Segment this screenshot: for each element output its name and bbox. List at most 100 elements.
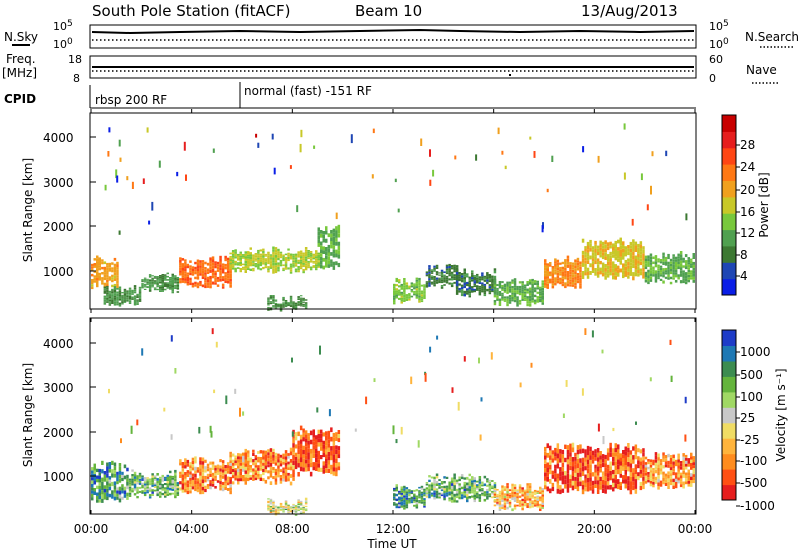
power-cell <box>556 265 560 268</box>
velocity-cell <box>664 476 668 480</box>
power-cell <box>224 266 227 270</box>
velocity-cell <box>455 488 459 492</box>
velocity-cell <box>254 467 258 471</box>
velocity-cell <box>677 456 680 460</box>
power-scatter-cell <box>454 155 457 160</box>
power-cell <box>657 277 660 280</box>
velocity-cell <box>221 472 225 476</box>
velocity-cell <box>111 490 114 495</box>
power-cell <box>549 278 552 281</box>
power-cell <box>146 285 149 287</box>
power-cell <box>113 272 117 276</box>
velocity-cell <box>101 498 104 503</box>
power-cell <box>468 280 471 283</box>
velocity-cell <box>143 485 147 488</box>
power-cell <box>425 286 429 288</box>
velocity-cell <box>473 484 476 488</box>
power-cell <box>662 252 665 256</box>
power-cell <box>561 266 565 270</box>
velocity-cell <box>289 510 293 512</box>
velocity-cell <box>433 497 436 500</box>
power-cell <box>299 263 303 266</box>
power-cell <box>106 301 109 303</box>
power-cell <box>252 264 255 267</box>
velocity-cell <box>262 468 265 472</box>
power-cell <box>481 276 484 279</box>
velocity-cell <box>209 461 212 465</box>
noise-tick-right-low: 100 <box>709 37 729 51</box>
power-cell <box>586 256 590 261</box>
velocity-cell <box>284 505 288 507</box>
power-cell <box>272 252 275 255</box>
velocity-scatter-cell <box>234 388 237 394</box>
power-ytick-4000: 4000 <box>43 131 74 145</box>
velocity-cell <box>194 480 197 485</box>
noise-strip: N.Sky 105 100 105 100 N.Search <box>4 19 799 51</box>
power-cell <box>262 262 265 265</box>
power-cell <box>103 288 107 291</box>
power-cell <box>493 294 497 298</box>
power-cell <box>221 278 225 282</box>
velocity-ytick-4000: 4000 <box>43 337 74 351</box>
power-cell <box>677 253 680 257</box>
power-scatter-cell <box>115 169 118 179</box>
velocity-cell <box>455 500 459 503</box>
velocity-cell <box>194 473 197 478</box>
power-cell <box>269 261 273 264</box>
velocity-cell <box>113 466 117 471</box>
velocity-cell <box>473 489 476 493</box>
power-cell <box>518 302 522 305</box>
power-cell <box>128 302 132 304</box>
power-cell <box>133 295 137 298</box>
velocity-cell <box>687 460 690 464</box>
power-cell <box>415 279 419 282</box>
power-cell <box>549 262 552 265</box>
power-cell <box>111 279 114 283</box>
velocity-cell <box>576 454 580 459</box>
velocity-cell <box>121 474 124 478</box>
velocity-cell <box>214 486 217 489</box>
velocity-cell <box>277 506 280 508</box>
power-cell <box>574 282 577 286</box>
velocity-cell <box>662 452 665 456</box>
velocity-cell <box>141 490 144 492</box>
velocity-cell <box>181 489 185 493</box>
power-cell <box>191 266 195 269</box>
velocity-cell <box>669 479 673 483</box>
velocity-cell <box>231 472 235 476</box>
power-cell <box>121 300 124 302</box>
velocity-cell <box>438 479 441 481</box>
power-colorbar-swatch <box>722 180 736 198</box>
velocity-cell <box>166 483 169 486</box>
velocity-cell <box>649 480 653 484</box>
velocity-cell <box>438 484 441 487</box>
power-cell <box>272 246 275 250</box>
power-cell <box>571 279 575 282</box>
power-cell <box>330 241 333 245</box>
velocity-cell <box>405 504 409 507</box>
power-cell <box>398 281 401 284</box>
velocity-cell <box>141 479 144 481</box>
velocity-cell <box>662 465 665 469</box>
velocity-cell <box>581 480 585 486</box>
velocity-cell <box>269 503 273 505</box>
velocity-cell <box>561 467 565 472</box>
velocity-cell <box>632 485 635 491</box>
power-cell <box>652 271 655 275</box>
power-cell <box>684 260 688 264</box>
velocity-ytick-1000: 1000 <box>43 470 74 484</box>
velocity-cell <box>229 484 232 488</box>
velocity-cell <box>254 470 258 473</box>
velocity-cell <box>486 488 489 491</box>
velocity-cell <box>292 460 295 466</box>
power-cell <box>561 278 565 282</box>
power-cell <box>297 268 300 271</box>
velocity-cell <box>398 500 401 503</box>
power-cell <box>287 302 290 304</box>
velocity-cell <box>284 504 288 506</box>
velocity-cell <box>297 463 300 468</box>
velocity-cell <box>229 480 232 484</box>
velocity-cell <box>423 494 426 497</box>
velocity-cell <box>574 481 577 485</box>
power-cell <box>546 265 549 269</box>
